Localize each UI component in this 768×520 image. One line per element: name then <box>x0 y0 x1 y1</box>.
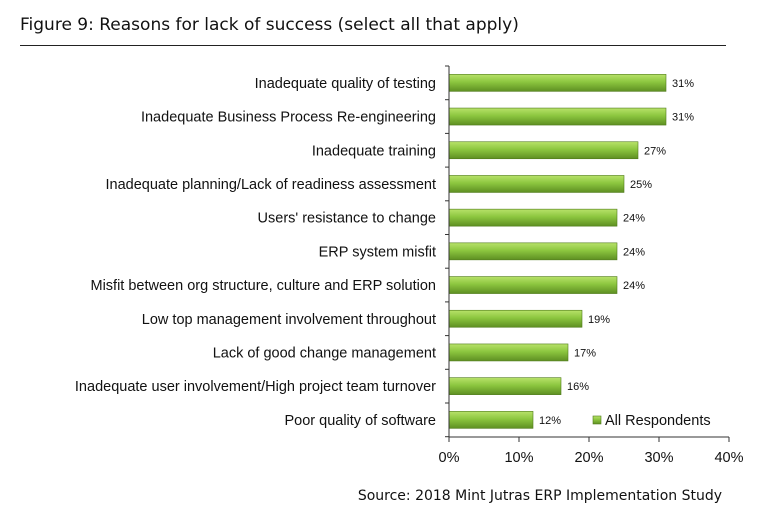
data-label: 17% <box>574 347 596 359</box>
category-label: Misfit between org structure, culture an… <box>91 278 437 294</box>
legend-swatch <box>592 415 602 425</box>
legend-label: All Respondents <box>605 413 711 429</box>
bar <box>448 276 618 294</box>
bar <box>448 107 667 126</box>
category-label: Inadequate quality of testing <box>255 76 436 92</box>
bar <box>448 74 667 92</box>
x-tick-label: 30% <box>644 450 673 466</box>
category-label: ERP system misfit <box>319 244 436 260</box>
figure-title: Figure 9: Reasons for lack of success (s… <box>20 15 519 35</box>
data-label: 24% <box>623 280 645 292</box>
bar <box>448 208 618 227</box>
data-label: 25% <box>630 179 652 191</box>
data-label: 24% <box>623 213 645 225</box>
data-label: 31% <box>672 78 694 90</box>
data-label: 19% <box>588 314 610 326</box>
x-tick-label: 40% <box>714 450 743 466</box>
data-label: 16% <box>567 381 589 393</box>
data-label: 27% <box>644 145 666 157</box>
bar <box>448 141 639 160</box>
bar <box>448 175 625 193</box>
category-label: Inadequate planning/Lack of readiness as… <box>106 177 437 193</box>
category-label: Lack of good change management <box>213 345 436 361</box>
data-label: 24% <box>623 246 645 258</box>
bar <box>448 343 569 362</box>
category-label: Low top management involvement throughou… <box>142 312 436 328</box>
x-tick-label: 10% <box>504 450 533 466</box>
category-label: Inadequate Business Process Re-engineeri… <box>141 110 436 126</box>
bar <box>448 377 562 395</box>
bar <box>448 242 618 261</box>
category-label: Poor quality of software <box>284 413 436 429</box>
source-note: Source: 2018 Mint Jutras ERP Implementat… <box>357 488 722 504</box>
category-label: Inadequate training <box>312 143 436 159</box>
x-tick-label: 0% <box>439 450 460 466</box>
legend: All Respondents <box>592 413 711 429</box>
category-label: Users' resistance to change <box>258 211 436 227</box>
bar <box>448 309 583 328</box>
x-tick-label: 20% <box>574 450 603 466</box>
category-label: Inadequate user involvement/High project… <box>75 379 436 395</box>
data-label: 31% <box>672 112 694 124</box>
title-divider <box>20 45 726 46</box>
data-label: 12% <box>539 415 561 427</box>
bar <box>448 411 534 429</box>
